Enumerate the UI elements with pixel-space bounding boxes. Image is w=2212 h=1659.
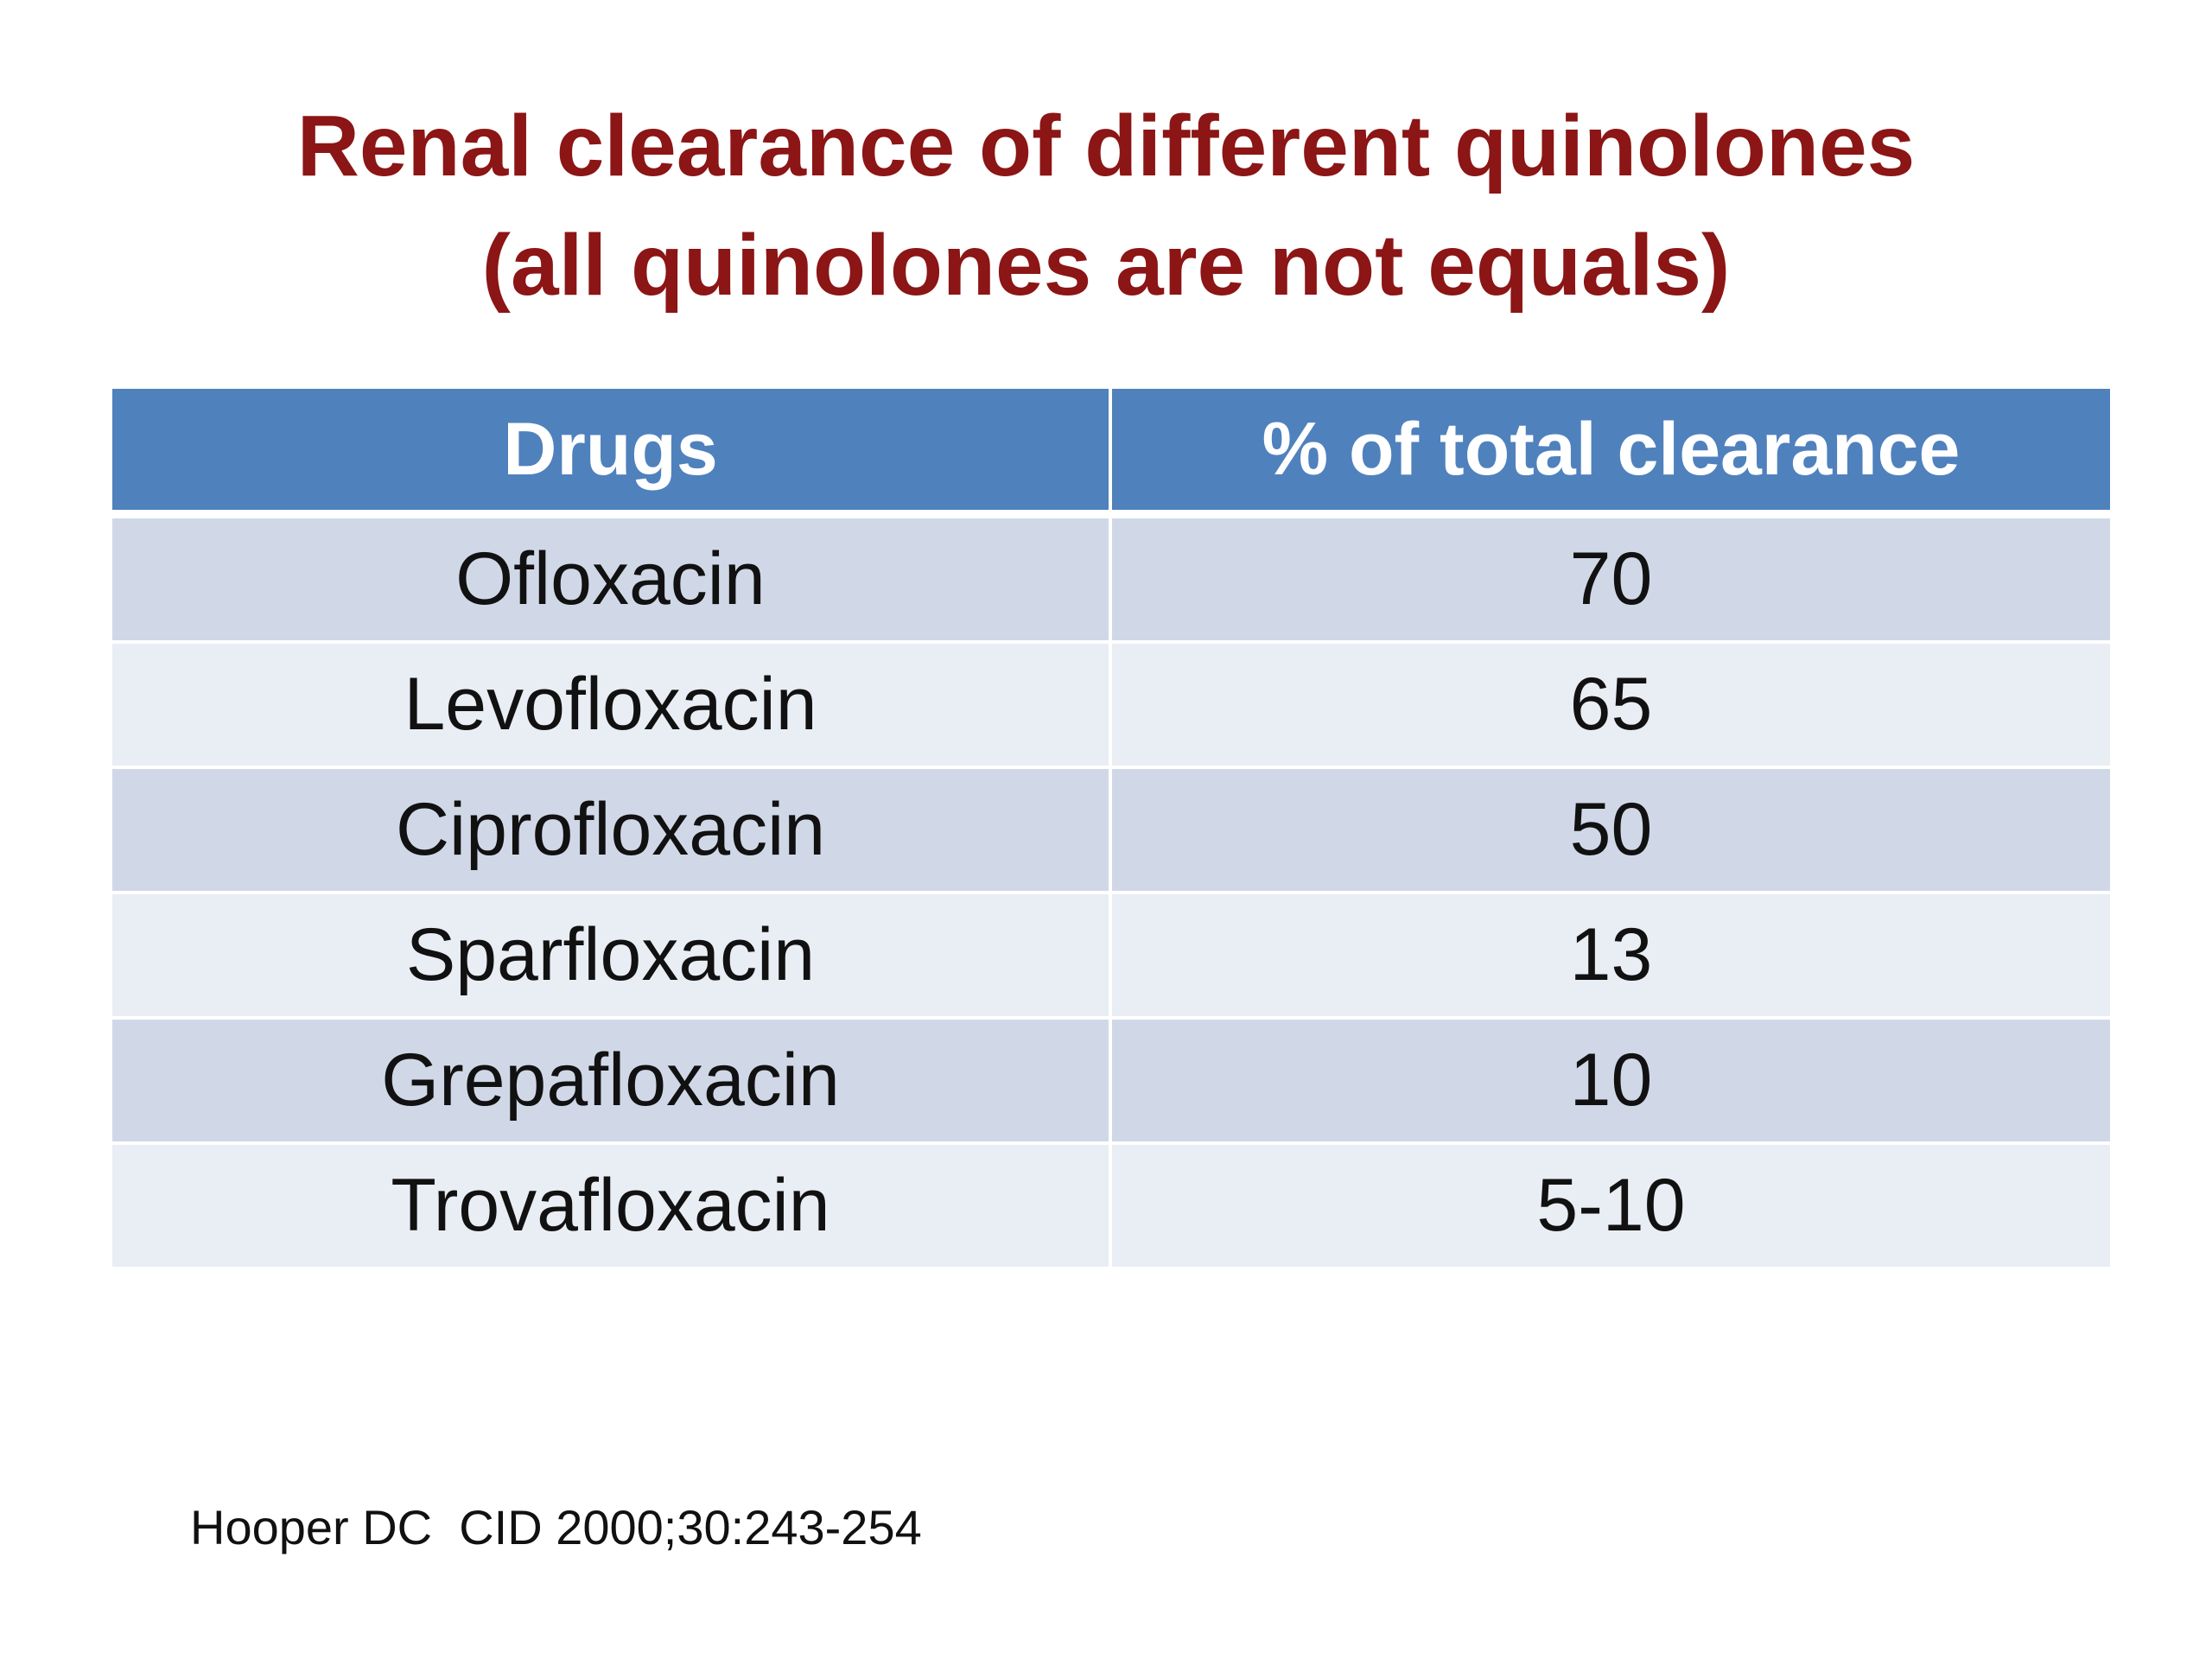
clearance-value-cell: 65 <box>1109 640 2110 767</box>
table-row: Sparfloxacin 13 <box>112 891 2110 1018</box>
table-row: Ofloxacin 70 <box>112 512 2110 642</box>
table-header-row: Drugs % of total clearance <box>112 389 2110 518</box>
clearance-value-cell: 70 <box>1109 512 2110 642</box>
drug-name-cell: Trovafloxacin <box>112 1141 1110 1267</box>
drug-name-cell: Sparfloxacin <box>112 891 1110 1018</box>
table-row: Grepafloxacin 10 <box>112 1016 2110 1143</box>
table-row: Trovafloxacin 5-10 <box>112 1141 2110 1267</box>
clearance-value-cell: 10 <box>1109 1016 2110 1143</box>
drug-name-cell: Levofloxacin <box>112 640 1110 767</box>
table-row: Ciprofloxacin 50 <box>112 766 2110 893</box>
clearance-value-cell: 5-10 <box>1109 1141 2110 1267</box>
header-drugs: Drugs <box>112 389 1110 518</box>
clearance-value-cell: 13 <box>1109 891 2110 1018</box>
slide-title: Renal clearance of different quinolones … <box>0 86 2212 325</box>
citation: Hooper DC CID 2000;30:243-254 <box>190 1500 922 1554</box>
slide-title-line-1: Renal clearance of different quinolones <box>296 98 1916 194</box>
table-row: Levofloxacin 65 <box>112 640 2110 767</box>
clearance-table: Drugs % of total clearance Ofloxacin 70 … <box>112 389 2110 1267</box>
drug-name-cell: Ciprofloxacin <box>112 766 1110 893</box>
slide-title-line-2: (all quinolones are not equals) <box>481 217 1731 314</box>
drug-name-cell: Ofloxacin <box>112 512 1110 642</box>
clearance-value-cell: 50 <box>1109 766 2110 893</box>
drug-name-cell: Grepafloxacin <box>112 1016 1110 1143</box>
header-clearance: % of total clearance <box>1109 389 2110 518</box>
